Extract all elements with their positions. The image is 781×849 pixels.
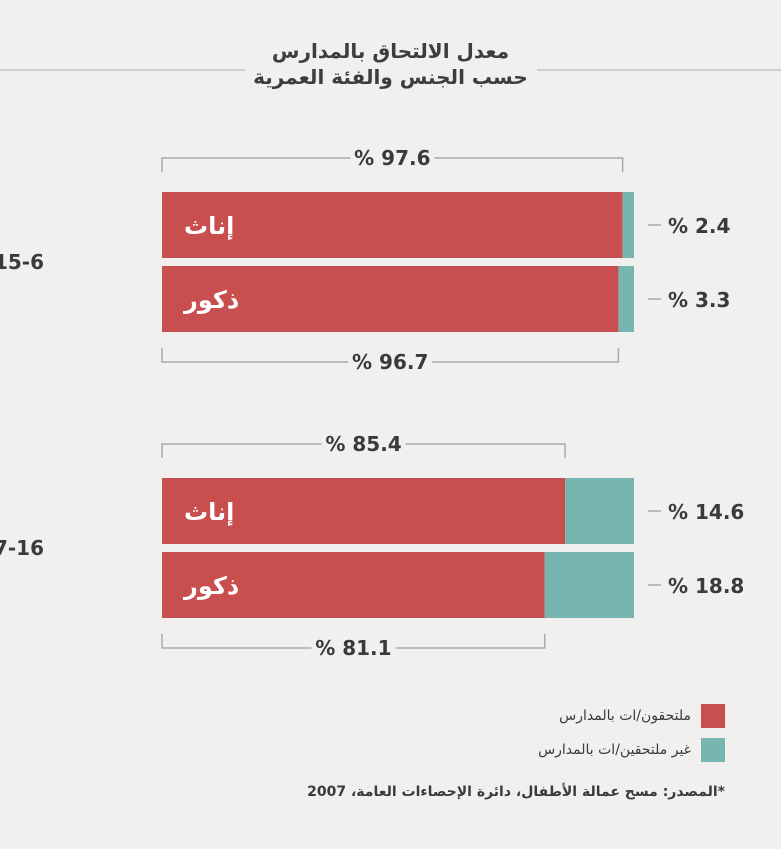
legend-swatch-not-enrolled	[701, 738, 725, 762]
bar-not-enrolled-g0-b0	[622, 192, 634, 258]
bar-label-g1-b0: إناث	[184, 498, 234, 526]
legend: ملتحقون/ات بالمدارس غير ملتحقين/ات بالمد…	[538, 703, 725, 771]
bracket-label-bg-g1-b1	[311, 635, 396, 661]
label-enrolled-g1-b1: % 81.1	[315, 636, 391, 660]
label-enrolled-g0-b1: % 96.7	[352, 350, 428, 374]
source-note: *المصدر: مسح عمالة الأطفال، دائرة الإحصا…	[307, 784, 725, 800]
legend-item-not-enrolled: غير ملتحقين/ات بالمدارس	[538, 737, 725, 763]
bar-enrolled-g0-b1	[162, 266, 619, 332]
label-enrolled-g1-b0: % 85.4	[325, 432, 401, 456]
bracket-label-bg-g0-b0	[350, 145, 435, 171]
bracket-label-bg-g0-b1	[348, 349, 433, 375]
bracket-label-bg-g1-b0	[321, 431, 406, 457]
legend-label-enrolled: ملتحقون/ات بالمدارس	[559, 708, 691, 724]
bar-not-enrolled-g1-b1	[544, 552, 634, 618]
bar-label-g0-b1: ذكور	[183, 286, 239, 314]
group-label-g1: 17-16 سنة	[0, 536, 44, 560]
legend-item-enrolled: ملتحقون/ات بالمدارس	[538, 703, 725, 729]
label-not-enrolled-g0-b1: % 3.3	[668, 288, 730, 312]
chart-title-line-2: حسب الجنس والفئة العمرية	[253, 65, 528, 89]
title-rule-right	[537, 69, 781, 71]
group-label-g0: 15-6 سنة	[0, 250, 44, 274]
label-not-enrolled-g1-b0: % 14.6	[668, 500, 744, 524]
title-rule-left	[0, 69, 245, 71]
stacked-bar-chart: إناث % 2.4 % 97.6 ذكور % 3.3 % 96.7 15-6 سنة إن…	[0, 145, 744, 661]
bar-label-g1-b1: ذكور	[183, 572, 239, 600]
legend-label-not-enrolled: غير ملتحقين/ات بالمدارس	[538, 742, 691, 758]
chart-title: معدل الالتحاق بالمدارس حسب الجنس والفئة …	[0, 38, 781, 90]
label-not-enrolled-g0-b0: % 2.4	[668, 214, 730, 238]
bar-enrolled-g1-b1	[162, 552, 545, 618]
bar-label-g0-b0: إناث	[184, 212, 234, 240]
bar-not-enrolled-g1-b0	[565, 478, 634, 544]
bar-not-enrolled-g0-b1	[618, 266, 634, 332]
chart-title-line-1: معدل الالتحاق بالمدارس	[271, 39, 510, 63]
bar-enrolled-g0-b0	[162, 192, 623, 258]
bar-enrolled-g1-b0	[162, 478, 566, 544]
label-not-enrolled-g1-b1: % 18.8	[668, 574, 744, 598]
legend-swatch-enrolled	[701, 704, 725, 728]
label-enrolled-g0-b0: % 97.6	[354, 146, 430, 170]
